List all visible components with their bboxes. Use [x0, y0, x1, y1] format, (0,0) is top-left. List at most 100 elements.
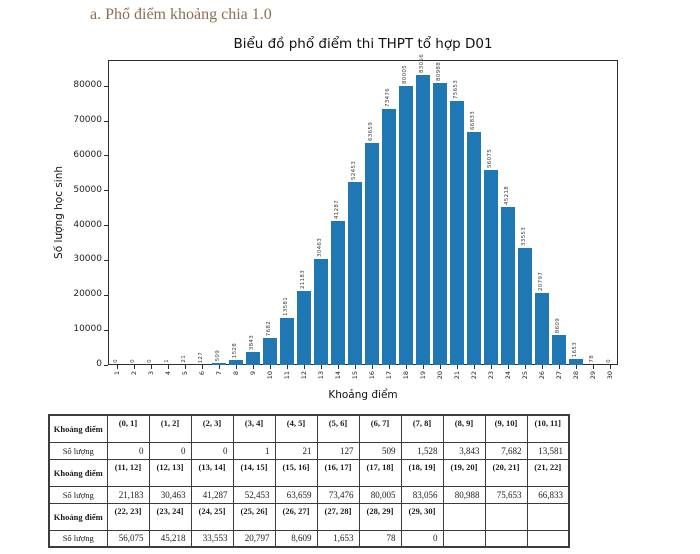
interval-cell: (24, 25] — [190, 502, 234, 531]
x-tick-label: 30 — [605, 371, 614, 380]
interval-cell: (28, 29] — [358, 502, 402, 531]
bar — [313, 259, 328, 365]
y-tick-mark — [104, 329, 108, 331]
x-tick-label: 18 — [401, 371, 410, 380]
interval-cell: (5, 6] — [316, 414, 360, 443]
x-tick-label: 24 — [503, 371, 512, 380]
x-tick-mark — [337, 365, 339, 369]
y-tick-mark — [104, 225, 108, 227]
interval-cell — [526, 502, 570, 531]
count-cell: 83,056 — [400, 485, 444, 504]
bar — [466, 132, 481, 365]
count-cell: 3,843 — [442, 441, 486, 460]
count-cell — [442, 529, 486, 548]
count-cell: 52,453 — [232, 485, 276, 504]
x-tick-mark — [388, 365, 390, 369]
bar-value-label: 8609 — [555, 317, 561, 333]
table-row: Số lượng 56,075 45,218 33,553 20,797 8,609 1,6… — [48, 529, 570, 548]
chart-title: Biểu đồ phổ điểm thi THPT tổ hợp D01 — [233, 36, 493, 52]
x-tick-label: 13 — [316, 371, 325, 380]
row-label-cell: Khoảng điểm — [48, 458, 108, 487]
plot-area — [108, 60, 618, 365]
interval-cell: (21, 22] — [526, 458, 570, 487]
bar — [262, 338, 277, 365]
count-cell: 63,659 — [274, 485, 318, 504]
x-tick-label: 27 — [554, 371, 563, 380]
bar — [449, 101, 464, 365]
x-tick-label: 3 — [146, 371, 155, 376]
x-tick-mark — [405, 365, 407, 369]
interval-cell: (17, 18] — [358, 458, 402, 487]
interval-cell: (4, 5] — [274, 414, 318, 443]
bar — [568, 359, 583, 365]
x-tick-label: 8 — [231, 371, 240, 376]
count-cell — [526, 529, 570, 548]
count-cell: 0 — [400, 529, 444, 548]
count-cell: 127 — [316, 441, 360, 460]
bar-value-label: 41287 — [334, 200, 340, 219]
interval-cell: (3, 4] — [232, 414, 276, 443]
interval-cell: (27, 28] — [316, 502, 360, 531]
x-tick-label: 29 — [588, 371, 597, 380]
bar-value-label: 78 — [589, 355, 595, 363]
count-cell: 7,682 — [484, 441, 528, 460]
row-label-cell: Số lượng — [48, 441, 108, 460]
x-tick-label: 28 — [571, 371, 580, 380]
interval-cell: (8, 9] — [442, 414, 486, 443]
x-tick-label: 4 — [163, 371, 172, 376]
x-tick-mark — [524, 365, 526, 369]
interval-cell: (22, 23] — [106, 502, 150, 531]
table-row: Khoảng điểm (0, 1] (1, 2] (2, 3] (3, 4] (4, 5… — [48, 414, 570, 443]
x-tick-mark — [235, 365, 237, 369]
count-cell: 20,797 — [232, 529, 276, 548]
x-tick-label: 15 — [350, 371, 359, 380]
y-tick-label: 30000 — [73, 254, 102, 265]
x-tick-mark — [133, 365, 135, 369]
bar — [245, 352, 260, 365]
y-tick-label: 10000 — [73, 324, 102, 335]
table-row: Số lượng 21,183 30,463 41,287 52,453 63,659 73… — [48, 485, 570, 504]
y-tick-mark — [104, 85, 108, 87]
bar — [517, 248, 532, 365]
bar-value-label: 1528 — [232, 342, 238, 358]
interval-cell: (18, 19] — [400, 458, 444, 487]
table-row: Khoảng điểm (22, 23] (23, 24] (24, 25] (25, … — [48, 502, 570, 531]
x-tick-label: 9 — [248, 371, 257, 376]
x-tick-label: 21 — [452, 371, 461, 380]
score-table: Khoảng điểm (0, 1] (1, 2] (2, 3] (3, 4] (4, 5… — [48, 414, 570, 548]
x-tick-label: 23 — [486, 371, 495, 380]
interval-cell: (1, 2] — [148, 414, 192, 443]
y-tick-label: 60000 — [73, 149, 102, 160]
count-cell: 80,005 — [358, 485, 402, 504]
count-cell: 0 — [106, 441, 150, 460]
row-label-cell: Số lượng — [48, 529, 108, 548]
interval-cell: (13, 14] — [190, 458, 234, 487]
bar-value-label: 63659 — [368, 122, 374, 141]
interval-cell: (0, 1] — [106, 414, 150, 443]
bar-series: 0 0 0 1 21 127 509 1528 3843 7682 13581 21183 30463 4… — [108, 54, 618, 365]
x-tick-label: 1 — [112, 371, 121, 376]
interval-cell: (25, 26] — [232, 502, 276, 531]
count-cell: 509 — [358, 441, 402, 460]
x-tick-mark — [201, 365, 203, 369]
interval-cell: (14, 15] — [232, 458, 276, 487]
count-cell: 8,609 — [274, 529, 318, 548]
x-tick-mark — [456, 365, 458, 369]
interval-cell: (23, 24] — [148, 502, 192, 531]
count-cell: 21,183 — [106, 485, 150, 504]
row-label-cell: Khoảng điểm — [48, 502, 108, 531]
y-tick-label: 50000 — [73, 184, 102, 195]
x-tick-mark — [269, 365, 271, 369]
interval-cell: (12, 13] — [148, 458, 192, 487]
x-tick-mark — [575, 365, 577, 369]
row-label-cell: Khoảng điểm — [48, 414, 108, 443]
x-tick-mark — [320, 365, 322, 369]
count-cell: 30,463 — [148, 485, 192, 504]
count-cell: 66,833 — [526, 485, 570, 504]
bar — [415, 75, 430, 365]
x-tick-mark — [541, 365, 543, 369]
count-cell: 1,653 — [316, 529, 360, 548]
x-tick-mark — [218, 365, 220, 369]
interval-cell: (11, 12] — [106, 458, 150, 487]
x-tick-mark — [303, 365, 305, 369]
